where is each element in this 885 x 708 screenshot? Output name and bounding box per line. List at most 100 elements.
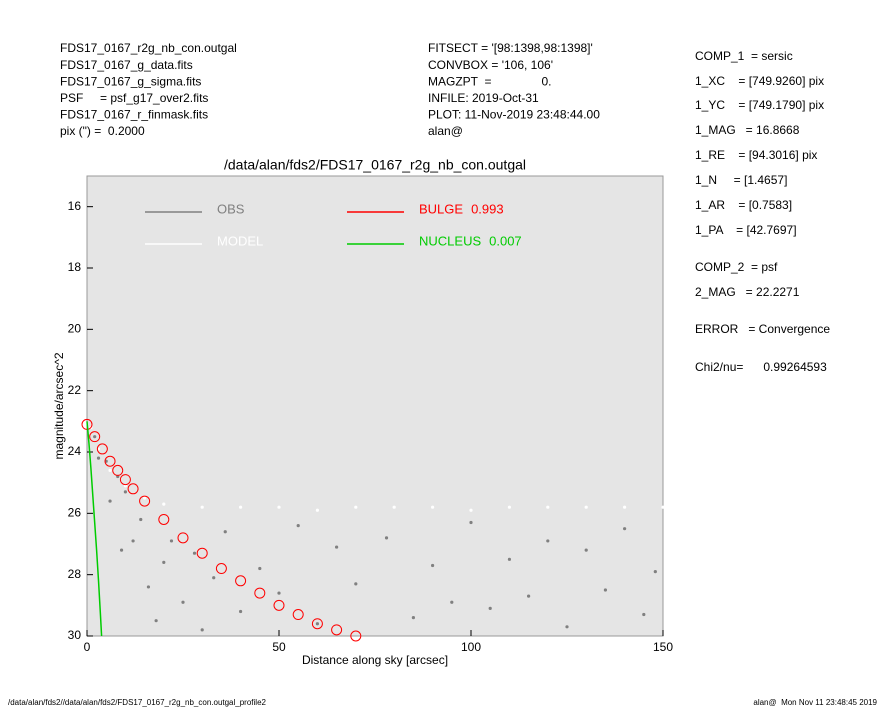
header-left-line: FDS17_0167_r2g_nb_con.outgal: [60, 41, 237, 55]
y-tick-label: 20: [68, 322, 82, 336]
data-point: [584, 548, 588, 552]
data-point: [623, 527, 627, 531]
data-point: [112, 464, 124, 476]
header-right-line: 1_RE = [94.3016] pix: [695, 148, 817, 162]
data-point: [239, 505, 243, 509]
data-point: [527, 594, 531, 598]
data-point: [119, 474, 131, 486]
data-point: [384, 536, 389, 540]
data-point: [200, 628, 204, 632]
data-point: [273, 599, 285, 611]
header-right-line: 1_AR = [0.7583]: [695, 198, 792, 212]
data-point: [212, 576, 216, 580]
data-point: [162, 560, 166, 565]
y-tick-label: 22: [68, 383, 82, 397]
legend-label: OBS: [217, 201, 245, 216]
data-point: [143, 496, 147, 500]
footer-right: alan@ Mon Nov 11 23:48:45 2019: [753, 698, 877, 707]
header-right-line: 1_PA = [42.7697]: [695, 223, 797, 237]
header-right-line: Chi2/nu= 0.99264593: [695, 360, 827, 374]
data-point: [104, 455, 116, 467]
y-tick-label: 24: [68, 444, 82, 458]
data-point: [653, 570, 657, 574]
data-point: [469, 520, 473, 525]
data-point: [292, 609, 304, 621]
data-point: [565, 625, 569, 629]
data-point: [331, 624, 343, 636]
y-axis-label: magnitude/arcsec^2: [52, 352, 66, 459]
data-point: [162, 502, 166, 506]
data-point: [154, 619, 158, 623]
y-tick-label: 18: [68, 260, 82, 274]
header-left-line: FDS17_0167_g_sigma.fits: [60, 74, 201, 88]
data-point: [108, 468, 112, 472]
header-right-line: COMP_2 = psf: [695, 260, 778, 274]
header-right-line: 1_YC = [749.1790] pix: [695, 98, 824, 112]
plot-area: [86, 175, 664, 637]
data-point: [235, 575, 247, 587]
data-point: [431, 563, 435, 568]
legend-label: MODEL: [217, 233, 263, 248]
data-point: [181, 600, 185, 604]
legend-label: NUCLEUS: [419, 233, 481, 248]
data-point: [108, 499, 112, 503]
header-middle-line: MAGZPT = 0.: [428, 74, 551, 88]
data-point: [311, 618, 323, 630]
data-point: [177, 532, 189, 544]
data-point: [277, 505, 281, 509]
header-middle-line: FITSECT = '[98:1398,98:1398]': [428, 41, 593, 55]
data-point: [96, 456, 101, 460]
data-point: [507, 557, 511, 561]
data-point: [277, 591, 281, 595]
data-point: [158, 513, 170, 525]
nucleus-line: [86, 421, 103, 637]
data-point: [119, 548, 124, 552]
data-point: [392, 505, 396, 509]
header-left-line: PSF = psf_g17_over2.fits: [60, 91, 208, 105]
x-tick-label: 0: [84, 640, 91, 654]
data-point: [584, 505, 588, 509]
legend-fraction: 0.007: [489, 233, 522, 248]
data-point: [131, 539, 135, 543]
data-point: [296, 524, 300, 528]
footer-left: /data/alan/fds2//data/alan/fds2/FDS17_01…: [8, 698, 267, 707]
data-point: [96, 443, 108, 455]
data-point: [450, 600, 454, 604]
data-point: [258, 566, 262, 571]
data-point: [89, 431, 101, 443]
data-point: [200, 505, 204, 509]
data-point: [254, 587, 266, 599]
header-middle-line: alan@: [428, 124, 463, 138]
data-point: [146, 585, 151, 589]
header-right-line: 2_MAG = 22.2271: [695, 285, 800, 299]
y-tick-label: 16: [68, 199, 82, 213]
data-point: [169, 539, 174, 543]
data-point: [507, 505, 511, 509]
header-right-line: 1_XC = [749.9260] pix: [695, 74, 824, 88]
data-point: [350, 630, 362, 642]
header-middle-line: INFILE: 2019-Oct-31: [428, 91, 539, 105]
data-point: [411, 616, 415, 620]
data-point: [223, 530, 227, 534]
data-point: [123, 490, 127, 494]
header-right-line: ERROR = Convergence: [695, 322, 830, 336]
series-layer: [81, 418, 665, 642]
header-right-line: COMP_1 = sersic: [695, 49, 793, 63]
header-right-line: 1_MAG = 16.8668: [695, 123, 800, 137]
x-tick-label: 50: [272, 640, 286, 654]
data-point: [239, 609, 243, 614]
data-point: [93, 435, 97, 439]
x-axis-label: Distance along sky [arcsec]: [302, 653, 448, 667]
header-middle-line: PLOT: 11-Nov-2019 23:48:44.00: [428, 108, 600, 122]
legend-fraction: 0.993: [471, 201, 504, 216]
data-point: [642, 612, 646, 617]
x-tick-label: 150: [653, 640, 673, 654]
y-tick-label: 26: [68, 506, 82, 520]
y-tick-label: 28: [68, 567, 82, 581]
data-point: [431, 505, 435, 509]
data-point: [335, 545, 339, 549]
y-tick-label: 30: [68, 628, 82, 642]
data-point: [354, 582, 358, 586]
